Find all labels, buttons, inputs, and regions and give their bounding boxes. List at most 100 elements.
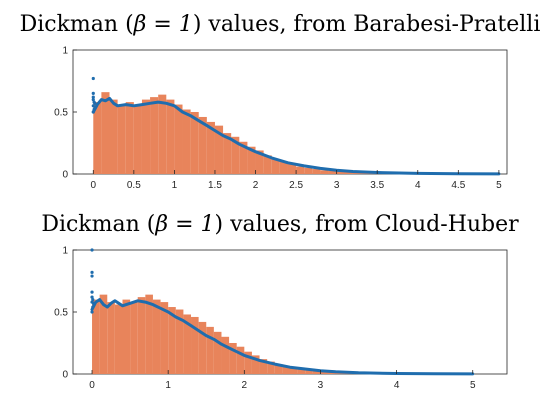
x-tick-label: 0 [90,180,96,191]
y-axis: 00.51 [54,246,77,381]
x-tick-label: 1 [165,380,171,391]
histogram-bar [182,109,191,174]
histogram-bar [109,99,118,174]
histogram-bar [152,299,161,374]
histogram-bar [125,102,134,174]
histogram-bar [267,361,275,374]
y-tick-label: 0.5 [54,108,68,119]
x-tick-label: 4.5 [451,180,465,191]
scatter-point [91,98,95,102]
plot-area [90,248,475,376]
scatter-point [90,270,94,274]
x-tick-label: 4 [415,180,421,191]
histogram-bar [93,102,102,174]
histogram-bar [99,294,108,374]
histogram-bar [312,370,321,374]
x-axis: 0 1 2 3 4 5 [89,370,476,391]
histogram-bar [145,294,153,374]
histogram-bar [150,97,159,174]
x-tick-label: 3.5 [370,180,384,191]
histogram-bar [214,125,224,174]
histogram-bar [198,116,207,174]
histogram-bar [336,171,353,174]
histogram-bar [206,326,214,374]
histogram-bar [297,369,306,374]
y-tick-label: 0 [62,170,68,181]
histogram-bar [133,104,142,174]
histogram-bar [117,104,126,174]
histogram-bar [236,346,245,374]
histogram-bar [160,302,169,374]
scatter-point [91,110,95,114]
histogram-bar [244,351,252,374]
scatter-point [93,101,97,105]
histogram-bar [141,99,151,174]
series-line [90,298,475,376]
x-tick-label: 3 [334,180,340,191]
histogram-bar [305,370,313,374]
scatter-point [91,76,95,81]
series-line [91,96,501,176]
x-tick-label: 4 [394,380,400,391]
x-tick-label: 0 [89,380,95,391]
x-tick-label: 1 [172,180,178,191]
scatter-point [91,305,95,309]
histogram-bar [198,321,207,374]
histogram-bar [174,104,183,174]
plot-area [91,76,501,176]
scatter-point [90,290,94,294]
histogram-bar [122,299,131,374]
histogram-bar [304,167,313,174]
x-axis: 0 0.5 1 1.5 2 2.5 3 3.5 4 4.5 5 [90,170,502,191]
chart-title-2: Dickman (β = 1) values, from Cloud-Huber [41,212,519,237]
x-tick-label: 5 [470,380,476,391]
scatter-point [91,104,95,108]
y-tick-label: 0.5 [54,308,68,319]
histogram-bar [229,343,237,374]
histogram-bar [282,366,290,374]
histogram-bar [259,359,268,374]
x-tick-label: 5 [496,180,502,191]
x-tick-label: 0.5 [127,180,141,191]
histogram-bar [328,170,337,174]
histogram-bar [312,169,321,174]
y-tick-label: 1 [62,246,68,257]
histogram-bar [251,355,260,374]
scatter-point [91,298,95,302]
histogram-bar [223,133,232,174]
histogram-bar [296,166,305,174]
scatter-point [90,274,94,278]
histogram-bar [114,304,123,374]
histogram-bar [231,136,240,174]
scatter-point [90,295,94,299]
histogram-bar [92,299,100,374]
scatter-point [91,301,96,305]
scatter-point [91,95,95,99]
histogram-bar [101,92,110,174]
histogram-bar [239,141,248,174]
x-tick-label: 1.5 [208,180,222,191]
x-tick-label: 2 [253,180,259,191]
histogram-bar [168,307,176,374]
histogram-bar [183,314,192,374]
histogram-bar [287,164,297,174]
x-tick-label: 2 [242,380,248,391]
histogram-bar [263,155,272,174]
scatter-point [90,248,94,252]
histogram-bar [107,302,115,374]
histogram-bar [130,302,138,374]
histogram-bar [271,159,280,174]
scatter-point [90,310,94,314]
histogram-bar [166,99,175,174]
histogram-bar [206,121,215,174]
histogram-bar [247,146,256,174]
histogram-bar [320,170,329,174]
histogram-bar [175,309,184,374]
y-tick-label: 0 [62,370,68,381]
histogram-bar [190,112,199,174]
histogram-bar [255,150,264,174]
histogram-bar [290,367,298,374]
